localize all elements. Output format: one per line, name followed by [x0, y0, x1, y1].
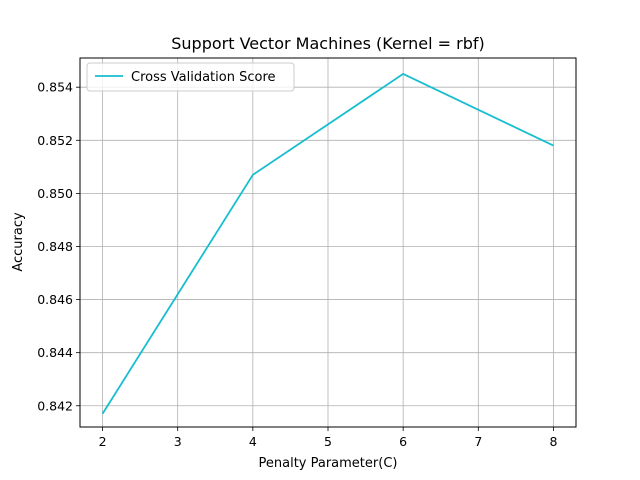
x-tick-label: 7: [474, 434, 482, 449]
y-tick-label: 0.842: [37, 398, 73, 413]
series-layer: [101, 73, 554, 415]
x-axis-ticks: 2 3 4 5 6 7 8: [99, 427, 557, 449]
y-axis-ticks: 0.842 0.844 0.846 0.848 0.850 0.852 0.854: [37, 80, 80, 413]
x-tick-label: 8: [549, 434, 557, 449]
series-line-cross-validation-score: [101, 73, 554, 415]
y-tick-label: 0.848: [37, 239, 73, 254]
y-tick-label: 0.846: [37, 292, 73, 307]
x-tick-label: 4: [249, 434, 257, 449]
grid: [80, 58, 576, 427]
x-tick-label: 6: [399, 434, 407, 449]
x-tick-label: 5: [324, 434, 332, 449]
y-tick-label: 0.852: [37, 133, 73, 148]
x-tick-label: 2: [99, 434, 107, 449]
y-axis-label: Accuracy: [11, 212, 26, 272]
legend-label: Cross Validation Score: [131, 70, 276, 85]
chart-title: Support Vector Machines (Kernel = rbf): [171, 34, 485, 53]
x-tick-label: 3: [174, 434, 182, 449]
y-tick-label: 0.844: [37, 345, 73, 360]
legend: Cross Validation Score: [86, 62, 295, 92]
y-tick-label: 0.850: [37, 186, 73, 201]
legend-box: [86, 62, 295, 92]
y-tick-label: 0.854: [37, 80, 73, 95]
x-axis-label: Penalty Parameter(C): [259, 456, 398, 471]
